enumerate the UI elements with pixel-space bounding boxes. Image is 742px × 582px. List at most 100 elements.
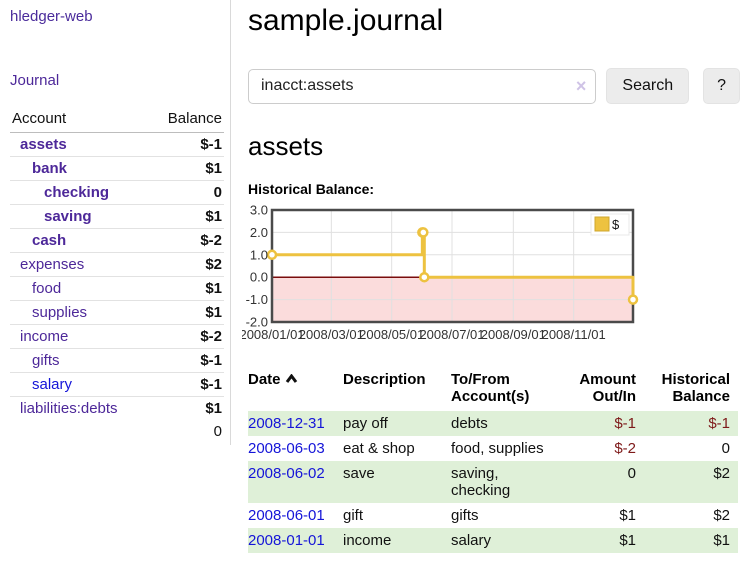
account-row: liabilities:debts $1 (10, 396, 224, 420)
account-link[interactable]: assets (20, 136, 67, 153)
account-row: supplies $1 (10, 300, 224, 325)
svg-text:-1.0: -1.0 (246, 292, 268, 307)
accounts-tbody: assets $-1 bank $1 checking 0 saving $1 cash $-2 e… (10, 133, 224, 420)
accounts-header-row: Account Balance (10, 106, 224, 133)
accounts-total-spacer (10, 420, 150, 443)
account-link[interactable]: expenses (20, 256, 85, 273)
page-title: sample.journal (248, 4, 444, 37)
search-input[interactable] (248, 68, 597, 104)
transaction-accounts: salary (451, 532, 492, 549)
transaction-date-link[interactable]: 2008-06-03 (248, 440, 325, 457)
svg-text:2008/05/01: 2008/05/01 (359, 327, 424, 342)
transaction-accounts: food, supplies (451, 440, 544, 457)
account-row: cash $-2 (10, 228, 224, 253)
table-row: 2008-06-01 gift gifts $1 $2 (248, 503, 738, 528)
chart-svg: $3.0 2.0 1.0 0.0 -1.0 -2.02008/01/012008/03/0… (239, 203, 639, 342)
account-row: bank $1 (10, 156, 224, 181)
account-link[interactable]: food (32, 280, 62, 297)
accounts-header-balance: Balance (149, 106, 224, 133)
sidebar-item-journal[interactable]: Journal (10, 72, 60, 89)
account-link[interactable]: salary (32, 376, 73, 393)
transaction-balance: $2 (713, 507, 730, 524)
account-balance: $2 (149, 252, 224, 277)
account-link[interactable]: saving (44, 208, 92, 225)
svg-text:2008/01/01: 2008/01/01 (242, 327, 305, 342)
accounts-total-value: 0 (213, 423, 222, 440)
account-balance: $-1 (149, 348, 224, 373)
svg-text:$: $ (612, 217, 620, 232)
account-link[interactable]: gifts (32, 352, 60, 369)
transaction-balance: $-1 (708, 415, 730, 432)
account-link[interactable]: liabilities:debts (20, 400, 118, 417)
account-balance: $1 (149, 204, 224, 229)
accounts-total-row: 0 (10, 420, 224, 443)
table-row: 2008-01-01 income salary $1 $1 (248, 528, 738, 553)
account-balance: $1 (149, 396, 224, 420)
account-row: income $-2 (10, 324, 224, 349)
account-balance: $-1 (200, 136, 222, 153)
account-link[interactable]: checking (44, 184, 110, 201)
svg-text:3.0: 3.0 (250, 204, 268, 218)
app-title-link[interactable]: hledger-web (10, 8, 93, 25)
svg-text:2.0: 2.0 (250, 225, 268, 240)
account-balance: $-2 (149, 228, 224, 253)
transaction-date-link[interactable]: 2008-06-01 (248, 507, 325, 524)
account-heading: assets (248, 131, 324, 161)
historical-balance-chart: $3.0 2.0 1.0 0.0 -1.0 -2.0 2008/01/01 2008/03/0… (239, 203, 740, 351)
account-balance: $1 (149, 300, 224, 325)
account-row: assets $-1 (10, 133, 224, 157)
register-header-date-label: Date (248, 371, 281, 388)
register-table: Date Description To/From Account(s) Amou… (248, 369, 738, 553)
transaction-balance: 0 (721, 440, 730, 457)
main-content: sample.journal × Search ? assets Histori… (239, 0, 740, 553)
register-header-amount[interactable]: Amount Out/In (579, 371, 636, 405)
account-row: gifts $-1 (10, 348, 224, 373)
svg-text:-2.0: -2.0 (246, 315, 268, 330)
register-header-balance[interactable]: Historical Balance (661, 371, 730, 405)
svg-text:1.0: 1.0 (250, 247, 268, 262)
search-button[interactable]: Search (606, 68, 690, 104)
register-header-accounts[interactable]: To/From Account(s) (451, 371, 530, 405)
transaction-description: save (343, 465, 375, 482)
account-link[interactable]: income (20, 328, 69, 345)
sidebar: hledger-web Journal Account Balance asse… (0, 0, 231, 445)
transaction-accounts: saving, checking (451, 465, 511, 499)
accounts-header-account: Account (10, 106, 150, 133)
account-row: salary $-1 (10, 372, 224, 397)
register-tbody: 2008-12-31 pay off debts $-1 $-1 2008-06-03 ea… (248, 411, 738, 553)
transaction-amount: $1 (619, 532, 636, 549)
svg-text:2008/11/01: 2008/11/01 (542, 327, 606, 342)
svg-text:2008/09/01: 2008/09/01 (481, 327, 546, 342)
register-header-date[interactable]: Date (248, 369, 343, 411)
transaction-balance: $2 (713, 465, 730, 482)
transaction-date-link[interactable]: 2008-06-02 (248, 465, 325, 482)
account-link[interactable]: cash (32, 232, 67, 249)
transaction-amount: $-2 (614, 440, 636, 457)
transaction-date-link[interactable]: 2008-01-01 (248, 532, 325, 549)
account-balance: $1 (149, 276, 224, 301)
svg-text:2008/03/01: 2008/03/01 (299, 327, 364, 342)
transaction-date-link[interactable]: 2008-12-31 (248, 415, 325, 432)
table-row: 2008-06-03 eat & shop food, supplies $-2 0 (248, 436, 738, 461)
transaction-description: pay off (343, 415, 388, 432)
account-balance: $-2 (149, 324, 224, 349)
transaction-description: gift (343, 507, 364, 524)
clear-search-icon[interactable]: × (575, 75, 587, 96)
account-row: saving $1 (10, 204, 224, 229)
transaction-amount: $1 (619, 507, 636, 524)
help-button[interactable]: ? (703, 68, 740, 104)
account-row: food $1 (10, 276, 224, 301)
transaction-description: income (343, 532, 392, 549)
account-link[interactable]: bank (32, 160, 68, 177)
svg-text:0.0: 0.0 (250, 270, 268, 285)
account-balance: 0 (149, 180, 224, 205)
register-header-description[interactable]: Description (343, 371, 426, 388)
search-form: × Search ? (248, 68, 740, 104)
transaction-amount: $-1 (614, 415, 636, 432)
account-row: checking 0 (10, 180, 224, 205)
chart-label: Historical Balance: (248, 181, 375, 197)
account-link[interactable]: supplies (32, 304, 88, 321)
svg-text:2008/07/01: 2008/07/01 (419, 327, 484, 342)
transaction-balance: $1 (713, 532, 730, 549)
account-balance: $-1 (149, 372, 224, 397)
